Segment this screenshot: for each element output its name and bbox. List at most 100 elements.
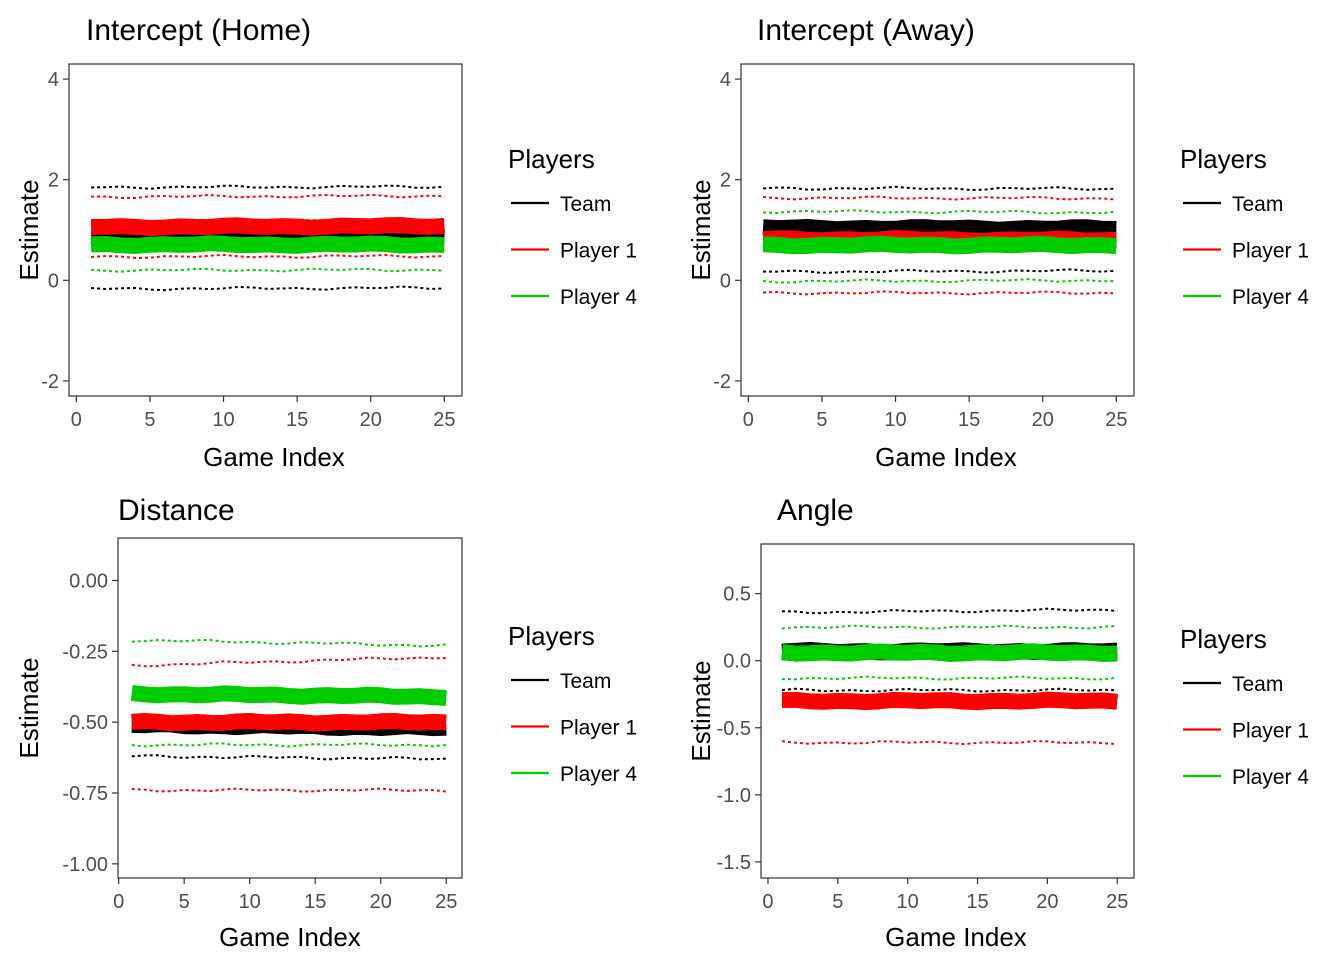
legend: Players Team Player 1 Player 4 bbox=[1180, 144, 1309, 309]
x-tick-label: 15 bbox=[958, 409, 980, 431]
y-tick-label: 4 bbox=[48, 69, 59, 91]
legend-label: Player 1 bbox=[560, 717, 637, 740]
plot-area bbox=[760, 543, 1135, 879]
y-axis-title: Estimate bbox=[14, 657, 44, 758]
panel-title: Intercept (Home) bbox=[86, 14, 311, 47]
y-tick-label: 0.00 bbox=[69, 571, 108, 593]
series-upper-bound-player-1 bbox=[91, 193, 445, 200]
series-lower-bound-team bbox=[131, 754, 447, 761]
series-lower-bound-team bbox=[781, 687, 1118, 693]
data-layer bbox=[762, 185, 1117, 296]
legend-label: Player 1 bbox=[1232, 720, 1309, 743]
legend: Players Team Player 1 Player 4 bbox=[508, 144, 637, 309]
y-tick-label: -1.5 bbox=[717, 852, 751, 874]
y-tick-label: 2 bbox=[48, 170, 59, 192]
legend-label: Player 4 bbox=[560, 286, 637, 309]
x-tick-label: 10 bbox=[897, 891, 919, 913]
x-tick-label: 25 bbox=[1106, 891, 1128, 913]
x-axis-title: Game Index bbox=[203, 442, 345, 472]
data-layer bbox=[90, 184, 445, 292]
y-tick-label: 0.0 bbox=[723, 651, 751, 673]
legend-title: Players bbox=[508, 621, 595, 651]
data-layer bbox=[781, 607, 1118, 746]
legend-label: Player 1 bbox=[560, 240, 637, 263]
series-lower-bound-player-1 bbox=[131, 787, 447, 793]
x-tick-label: 5 bbox=[816, 409, 827, 431]
y-tick-label: -0.50 bbox=[62, 712, 108, 734]
series-estimate-player-4 bbox=[90, 235, 445, 254]
plot-area bbox=[117, 537, 463, 879]
x-tick-label: 25 bbox=[433, 409, 455, 431]
x-axis-title: Game Index bbox=[885, 922, 1027, 952]
x-tick-label: 5 bbox=[832, 891, 843, 913]
x-tick-label: 15 bbox=[304, 891, 326, 913]
panel-title: Intercept (Away) bbox=[757, 14, 975, 47]
series-lower-bound-player-1 bbox=[781, 740, 1118, 746]
legend-label: Player 4 bbox=[1232, 286, 1309, 309]
x-tick-label: 25 bbox=[435, 891, 457, 913]
series-upper-bound-player-1 bbox=[131, 656, 447, 668]
legend-title: Players bbox=[1180, 144, 1267, 174]
x-axis-title: Game Index bbox=[219, 922, 361, 952]
series-lower-bound-player-4 bbox=[781, 675, 1118, 681]
y-tick-label: -0.5 bbox=[717, 718, 751, 740]
panel-title: Angle bbox=[777, 494, 854, 527]
series-upper-bound-team bbox=[781, 607, 1118, 615]
series-estimate-player-1 bbox=[131, 712, 447, 732]
series-upper-bound-player-4 bbox=[763, 209, 1117, 215]
y-axis-title: Estimate bbox=[686, 179, 716, 280]
chart-panel: Intercept (Home) 0 5 10 15 20 25 -2 0 2 4 Game Inde… bbox=[14, 14, 637, 472]
series-lower-bound-player-4 bbox=[762, 278, 1117, 284]
legend-label: Team bbox=[560, 670, 611, 693]
series-upper-bound-player-1 bbox=[763, 195, 1117, 201]
legend-label: Team bbox=[1232, 193, 1283, 216]
x-tick-label: 5 bbox=[144, 409, 155, 431]
x-tick-label: 20 bbox=[360, 409, 382, 431]
legend-label: Team bbox=[560, 193, 611, 216]
y-tick-label: 2 bbox=[720, 170, 731, 192]
x-tick-label: 0 bbox=[743, 409, 754, 431]
series-lower-bound-team bbox=[763, 268, 1117, 274]
series-upper-bound-player-4 bbox=[131, 638, 447, 648]
series-upper-bound-team bbox=[91, 184, 445, 190]
series-lower-bound-team bbox=[91, 285, 445, 292]
y-tick-label: -1.0 bbox=[717, 785, 751, 807]
legend-title: Players bbox=[1180, 624, 1267, 654]
series-estimate-player-1 bbox=[781, 691, 1118, 711]
x-tick-label: 15 bbox=[966, 891, 988, 913]
series-lower-bound-player-4 bbox=[131, 742, 447, 748]
y-tick-label: -0.75 bbox=[62, 783, 108, 805]
data-layer bbox=[130, 638, 447, 793]
x-tick-label: 20 bbox=[1036, 891, 1058, 913]
series-estimate-player-4 bbox=[762, 235, 1117, 255]
series-estimate-player-4 bbox=[781, 643, 1118, 662]
x-tick-label: 5 bbox=[179, 891, 190, 913]
x-tick-label: 10 bbox=[239, 891, 261, 913]
y-tick-label: -0.25 bbox=[62, 641, 108, 663]
legend-label: Player 1 bbox=[1232, 240, 1309, 263]
legend-title: Players bbox=[508, 144, 595, 174]
y-axis-title: Estimate bbox=[14, 179, 44, 280]
x-tick-label: 25 bbox=[1105, 409, 1127, 431]
x-axis-title: Game Index bbox=[875, 442, 1017, 472]
chart-panel: Angle 0 5 10 15 20 25 -1.5 -1.0 -0.5 0.0 0.5 Game In… bbox=[686, 494, 1309, 952]
x-tick-label: 10 bbox=[212, 409, 234, 431]
x-tick-label: 0 bbox=[762, 891, 773, 913]
y-tick-label: 0 bbox=[48, 270, 59, 292]
y-tick-label: -2 bbox=[713, 371, 731, 393]
series-estimate-team bbox=[762, 218, 1117, 238]
legend-label: Team bbox=[1232, 673, 1283, 696]
chart-panel: Distance 0 5 10 15 20 25 -1.00 -0.75 -0.50 -0.25 0.… bbox=[14, 494, 637, 952]
panel-title: Distance bbox=[118, 494, 235, 527]
x-tick-label: 10 bbox=[884, 409, 906, 431]
series-upper-bound-player-4 bbox=[781, 624, 1118, 630]
chart-panel: Intercept (Away) 0 5 10 15 20 25 -2 0 2 4 Game Inde… bbox=[686, 14, 1309, 472]
y-tick-label: 0 bbox=[720, 270, 731, 292]
y-tick-label: 4 bbox=[720, 69, 731, 91]
x-tick-label: 0 bbox=[71, 409, 82, 431]
series-lower-bound-player-1 bbox=[91, 253, 445, 260]
legend: Players Team Player 1 Player 4 bbox=[508, 621, 637, 786]
x-tick-label: 20 bbox=[370, 891, 392, 913]
series-upper-bound-team bbox=[763, 185, 1117, 191]
